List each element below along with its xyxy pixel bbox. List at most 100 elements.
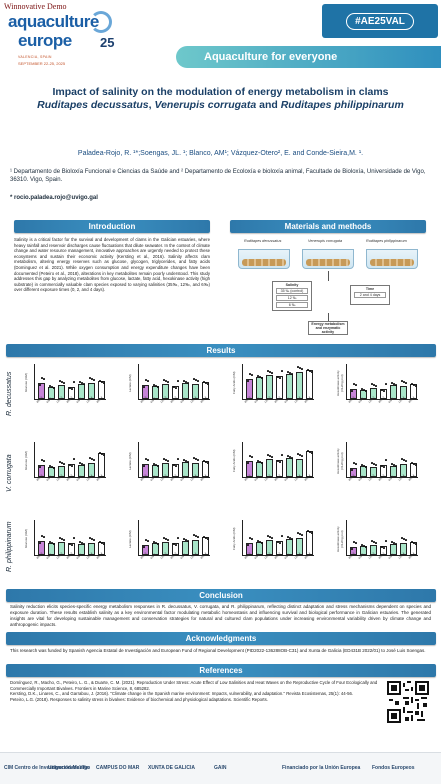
species-label: R. decussatus — [6, 371, 13, 416]
plot-point — [383, 547, 385, 549]
brand-dates: SEPTEMBER 22-25, 2025 — [18, 61, 66, 66]
plot-point — [49, 465, 51, 467]
plot-bar — [380, 389, 387, 399]
plot-bar — [276, 376, 283, 399]
plot-point — [193, 534, 195, 536]
plot-point — [395, 543, 397, 545]
plot-point — [375, 385, 377, 387]
plot-bar — [142, 385, 149, 399]
conclusion-text: Salinity reduction elicits species-speci… — [10, 604, 431, 627]
plot-point — [89, 377, 91, 379]
plot-point — [309, 451, 311, 453]
plot-point — [271, 372, 273, 374]
plot-point — [153, 384, 155, 386]
references-list: Domínguez, R., Macho, G., Peteiro, L. G.… — [10, 680, 380, 703]
plot-point — [361, 464, 363, 466]
plot-axes — [138, 364, 210, 400]
plot-bar — [162, 542, 169, 555]
plot-point — [155, 464, 157, 466]
plot-point — [393, 542, 395, 544]
plot-point — [261, 542, 263, 544]
plot-point — [187, 461, 189, 463]
plot-point — [153, 463, 155, 465]
plot-y-label: Lactate (mM) — [128, 374, 132, 392]
plot-point — [391, 382, 393, 384]
result-plot: Lactate (mM) 35‰-0 6‰-2 12‰-2 35‰-2 6‰-4 12‰-4… — [128, 360, 214, 414]
plot-point — [155, 542, 157, 544]
plot-bar — [68, 387, 75, 399]
plot-point — [269, 536, 271, 538]
plot-point — [373, 463, 375, 465]
plot-point — [373, 384, 375, 386]
plot-point — [195, 379, 197, 381]
title-species1: Ruditapes decussatus — [37, 99, 149, 111]
tank-icon — [302, 249, 354, 269]
plot-point — [363, 465, 365, 467]
plot-point — [405, 460, 407, 462]
plot-bar — [78, 544, 85, 555]
plot-bar — [162, 463, 169, 477]
sponsor-logo: CIM Centro de Investigación Mariña — [4, 765, 89, 771]
plot-point — [413, 384, 415, 386]
plot-point — [79, 381, 81, 383]
result-plot: Glucose (mM) 35‰-0 6‰-2 12‰-2 35‰-2 6‰-4 12‰-4… — [24, 360, 110, 414]
plot-point — [43, 536, 45, 538]
result-plot: Fatty Acids (mM) 35‰-0 6‰-2 12‰-2 35‰-2 6‰-4 1… — [232, 360, 318, 414]
plot-bar — [246, 461, 253, 477]
plot-point — [289, 372, 291, 374]
plot-point — [307, 369, 309, 371]
tank-icon — [238, 249, 290, 269]
plot-point — [401, 458, 403, 460]
plot-bar — [182, 462, 189, 477]
plot-point — [375, 542, 377, 544]
plot-point — [391, 541, 393, 543]
tagline-banner: Aquaculture for everyone — [176, 46, 441, 68]
plot-point — [415, 543, 417, 545]
plot-point — [301, 534, 303, 536]
sponsor-logo: GAIN — [214, 765, 227, 771]
sponsor-logo: XUNTA DE GALICIA — [148, 765, 195, 771]
plot-point — [187, 540, 189, 542]
plot-point — [259, 376, 261, 378]
plot-point — [271, 456, 273, 458]
contact-email[interactable]: * rocio.paladea.rojo@uvigo.gal — [10, 195, 98, 201]
acknowledgments-text: This research was funded by Spanish Agen… — [10, 648, 426, 653]
plot-point — [355, 463, 357, 465]
plot-point — [405, 382, 407, 384]
reference-item: Kersting, D.K., Linares, C., and Garrabo… — [10, 691, 354, 697]
brand-subtitle: VALENCIA, SPAIN — [18, 55, 52, 59]
plot-bar — [296, 459, 303, 477]
plot-point — [353, 541, 355, 543]
plot-point — [61, 462, 63, 464]
brand-line2: europe — [18, 31, 72, 50]
plot-y-label: Lactate (mM) — [128, 530, 132, 548]
results-header: Results — [6, 344, 436, 357]
references-header: References — [6, 664, 436, 677]
plot-point — [251, 374, 253, 376]
plot-bar — [266, 459, 273, 477]
plot-point — [197, 459, 199, 461]
mm-species-label: Venerupis corrugata — [308, 239, 343, 243]
plot-bar — [276, 541, 283, 555]
plot-point — [373, 541, 375, 543]
plot-bar — [266, 375, 273, 399]
plot-point — [63, 463, 65, 465]
clams-icon — [242, 259, 286, 266]
plot-point — [193, 378, 195, 380]
plot-point — [143, 546, 145, 548]
plot-axes — [346, 442, 418, 478]
plot-point — [371, 462, 373, 464]
plot-point — [177, 537, 179, 539]
plot-point — [267, 370, 269, 372]
plot-point — [309, 531, 311, 533]
reference-item: Domínguez, R., Macho, G., Peteiro, L. G.… — [10, 680, 378, 691]
plot-bar — [400, 543, 407, 555]
plot-point — [355, 384, 357, 386]
plot-bar — [380, 546, 387, 555]
plot-point — [403, 381, 405, 383]
mm-species-label: Ruditapes decussatus — [244, 239, 282, 243]
flow-arrow — [328, 271, 329, 281]
qr-code[interactable] — [386, 680, 429, 723]
plot-point — [93, 539, 95, 541]
plot-point — [145, 458, 147, 460]
